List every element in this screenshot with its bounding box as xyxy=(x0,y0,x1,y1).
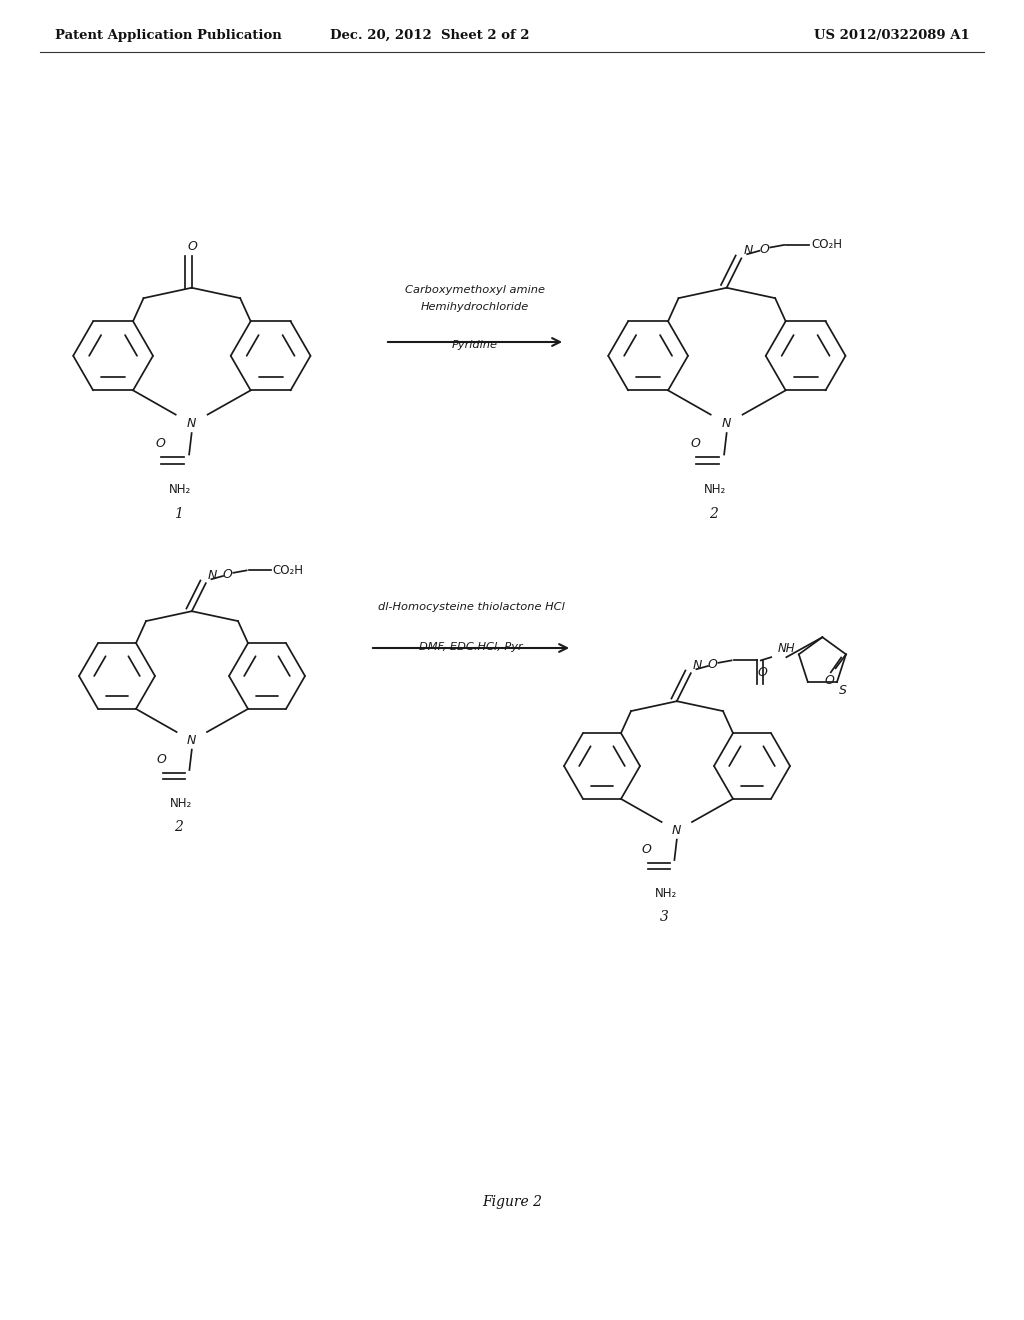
Text: 1: 1 xyxy=(174,507,182,521)
Text: dl-Homocysteine thiolactone HCl: dl-Homocysteine thiolactone HCl xyxy=(378,602,564,612)
Text: O: O xyxy=(642,843,651,855)
Text: O: O xyxy=(758,665,768,678)
Text: NH: NH xyxy=(777,642,796,655)
Text: Pyridine: Pyridine xyxy=(452,341,498,350)
Text: O: O xyxy=(156,437,165,450)
Text: O: O xyxy=(690,437,700,450)
Text: S: S xyxy=(839,684,847,697)
Text: 2: 2 xyxy=(174,820,183,834)
Text: N: N xyxy=(743,244,753,256)
Text: NH₂: NH₂ xyxy=(654,887,677,900)
Text: N: N xyxy=(672,824,682,837)
Text: US 2012/0322089 A1: US 2012/0322089 A1 xyxy=(814,29,970,41)
Text: 2: 2 xyxy=(709,507,718,521)
Text: O: O xyxy=(760,243,769,256)
Text: CO₂H: CO₂H xyxy=(272,564,303,577)
Text: NH₂: NH₂ xyxy=(170,797,191,809)
Text: NH₂: NH₂ xyxy=(703,483,726,495)
Text: O: O xyxy=(157,752,167,766)
Text: Dec. 20, 2012  Sheet 2 of 2: Dec. 20, 2012 Sheet 2 of 2 xyxy=(331,29,529,41)
Text: O: O xyxy=(708,657,718,671)
Text: N: N xyxy=(187,734,197,747)
Text: N: N xyxy=(693,659,702,672)
Text: N: N xyxy=(187,417,197,430)
Text: Figure 2: Figure 2 xyxy=(482,1195,542,1209)
Text: O: O xyxy=(223,568,232,581)
Text: Patent Application Publication: Patent Application Publication xyxy=(55,29,282,41)
Text: Carboxymethoxyl amine: Carboxymethoxyl amine xyxy=(406,285,545,294)
Text: N: N xyxy=(208,569,217,582)
Text: NH₂: NH₂ xyxy=(169,483,191,495)
Text: 3: 3 xyxy=(659,909,669,924)
Text: O: O xyxy=(824,675,835,688)
Text: DMF, EDC.HCl, Pyr: DMF, EDC.HCl, Pyr xyxy=(419,642,523,652)
Text: Hemihydrochloride: Hemihydrochloride xyxy=(421,302,529,312)
Text: CO₂H: CO₂H xyxy=(811,239,843,251)
Text: N: N xyxy=(722,417,731,430)
Text: O: O xyxy=(187,240,198,253)
